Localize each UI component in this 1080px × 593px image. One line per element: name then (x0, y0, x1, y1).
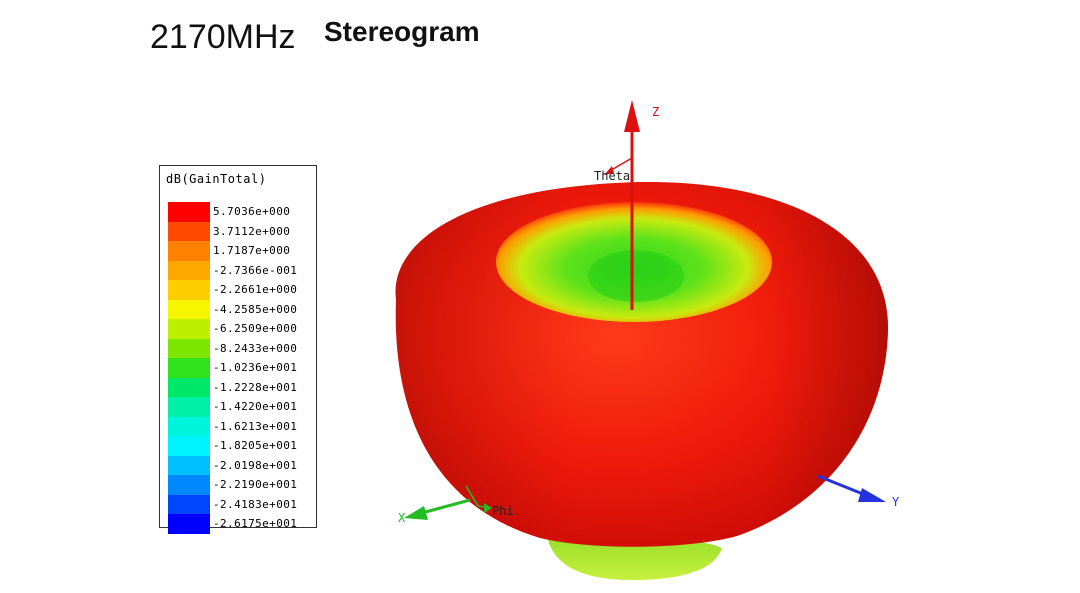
legend-swatch (168, 475, 210, 495)
legend-value: 1.7187e+000 (213, 244, 291, 257)
legend-row: 3.7112e+000 (160, 221, 318, 241)
y-axis-label: Y (892, 495, 900, 509)
legend-row: -8.2433e+000 (160, 338, 318, 358)
legend-row: -2.2661e+000 (160, 280, 318, 300)
legend-row: -1.4220e+001 (160, 397, 318, 417)
legend-swatch (168, 280, 210, 300)
legend-row: -1.0236e+001 (160, 358, 318, 378)
legend-value: -1.4220e+001 (213, 400, 298, 413)
legend-swatch (168, 338, 210, 358)
z-axis: Z (624, 100, 659, 310)
x-axis-label: X (398, 511, 406, 525)
legend-row: -2.4183e+001 (160, 494, 318, 514)
legend-swatch (168, 299, 210, 319)
legend-value: -1.2228e+001 (213, 380, 298, 394)
legend-swatch (168, 221, 210, 241)
z-axis-label: Z (652, 105, 659, 119)
legend-row: -2.2190e+001 (160, 475, 318, 495)
color-legend: dB(GainTotal) 5.7036e+000 3.7112e+000 1.71… (159, 165, 318, 534)
x-axis: X (398, 498, 471, 525)
legend-row: 5.7036e+000 (160, 202, 318, 222)
legend-swatch (168, 397, 210, 417)
theta-label: Theta (594, 169, 630, 183)
legend-value: -2.2190e+001 (213, 478, 298, 491)
legend-value: -2.2661e+000 (213, 283, 298, 296)
pattern-body (395, 181, 889, 547)
legend-row: -2.0198e+001 (160, 455, 318, 475)
legend-value: -2.7366e-001 (213, 263, 298, 277)
legend-swatch (168, 260, 210, 280)
theta-indicator: Theta (594, 157, 633, 183)
theta-arrow-icon (604, 166, 614, 175)
legend-value: 3.7112e+000 (213, 224, 291, 238)
phi-arrow-icon (484, 503, 492, 513)
legend-swatch (168, 436, 210, 456)
legend-swatch (168, 416, 210, 436)
phi-indicator: Phi (465, 485, 514, 518)
legend-swatch (168, 358, 210, 378)
legend-value: -2.4183e+001 (213, 497, 298, 511)
legend-value: 5.7036e+000 (213, 205, 291, 218)
legend-swatch (168, 377, 210, 397)
x-axis-arrow-icon (404, 506, 428, 520)
legend-value: -8.2433e+000 (213, 341, 298, 355)
legend-row: -6.2509e+000 (160, 319, 318, 339)
legend-value: -1.0236e+001 (213, 361, 298, 374)
legend-swatch (168, 241, 210, 261)
legend-swatch (168, 202, 210, 222)
legend-row: -1.8205e+001 (160, 436, 318, 456)
legend-swatch (168, 494, 210, 514)
z-axis-arrow-icon (624, 100, 640, 132)
legend-row: 1.7187e+000 (160, 241, 318, 261)
legend-value: -1.6213e+001 (213, 419, 298, 433)
legend-value: -4.2585e+000 (213, 302, 298, 316)
legend-row: -1.6213e+001 (160, 416, 318, 436)
frequency-title: 2170MHz (150, 18, 296, 56)
legend-swatch (168, 455, 210, 475)
legend-row: -2.7366e-001 (160, 260, 318, 280)
legend-swatch (168, 514, 210, 534)
mode-title: Stereogram (324, 16, 480, 47)
bottom-lobe (548, 539, 722, 581)
y-axis: Y (817, 474, 900, 509)
legend-value: -2.0198e+001 (213, 458, 298, 472)
legend-swatch (168, 319, 210, 339)
legend-value: -2.6175e+001 (213, 517, 298, 530)
legend-row: -4.2585e+000 (160, 299, 318, 319)
legend-value: -6.2509e+000 (213, 322, 298, 335)
x-axis-line (417, 498, 471, 516)
y-axis-line (817, 474, 869, 498)
legend-title: dB(GainTotal) (166, 172, 267, 186)
legend-row: -2.6175e+001 (160, 514, 318, 534)
phi-label: Phi (492, 504, 514, 518)
y-axis-arrow-icon (858, 488, 886, 502)
legend-value: -1.8205e+001 (213, 439, 298, 452)
legend-row: -1.2228e+001 (160, 377, 318, 397)
